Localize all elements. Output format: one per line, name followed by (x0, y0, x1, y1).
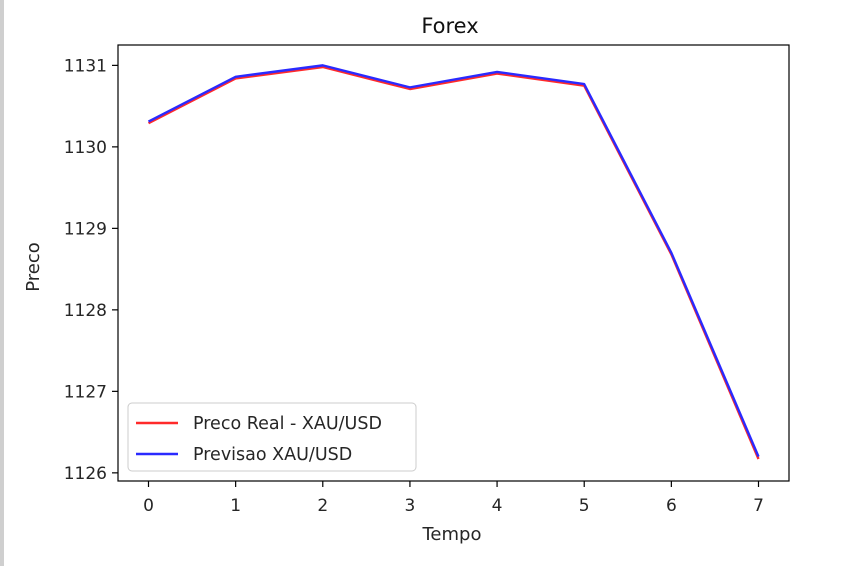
y-axis-ticks: 1126 1127 1128 1129 1130 1131 (64, 56, 118, 484)
x-tick-label: 7 (753, 496, 764, 516)
x-tick-label: 4 (492, 496, 503, 516)
series-lines (147, 64, 760, 460)
legend: Preco Real - XAU/USD Previsao XAU/USD (127, 402, 417, 472)
x-tick-label: 0 (143, 496, 154, 516)
x-tick-label: 1 (230, 496, 241, 516)
window-left-border (0, 0, 4, 566)
series-line-previsao (147, 64, 760, 458)
legend-label: Preco Real - XAU/USD (193, 414, 382, 434)
y-tick-label: 1128 (64, 301, 107, 321)
x-axis-label: Tempo (422, 524, 482, 545)
x-tick-label: 6 (666, 496, 677, 516)
y-tick-label: 1127 (64, 382, 107, 402)
legend-label: Previsao XAU/USD (193, 445, 352, 465)
y-tick-label: 1126 (64, 464, 107, 484)
plot-area-frame (117, 44, 790, 482)
series-line-preco-real (147, 65, 760, 460)
legend-box (127, 402, 417, 472)
x-tick-label: 3 (405, 496, 416, 516)
y-axis-label: Preco (23, 242, 44, 292)
chart-title: Forex (421, 14, 478, 38)
y-tick-label: 1130 (64, 138, 107, 158)
y-tick-label: 1129 (64, 219, 107, 239)
x-tick-label: 2 (317, 496, 328, 516)
y-tick-label: 1131 (64, 56, 107, 76)
x-tick-label: 5 (579, 496, 590, 516)
x-axis-ticks: 0 1 2 3 4 5 6 7 (143, 481, 764, 516)
